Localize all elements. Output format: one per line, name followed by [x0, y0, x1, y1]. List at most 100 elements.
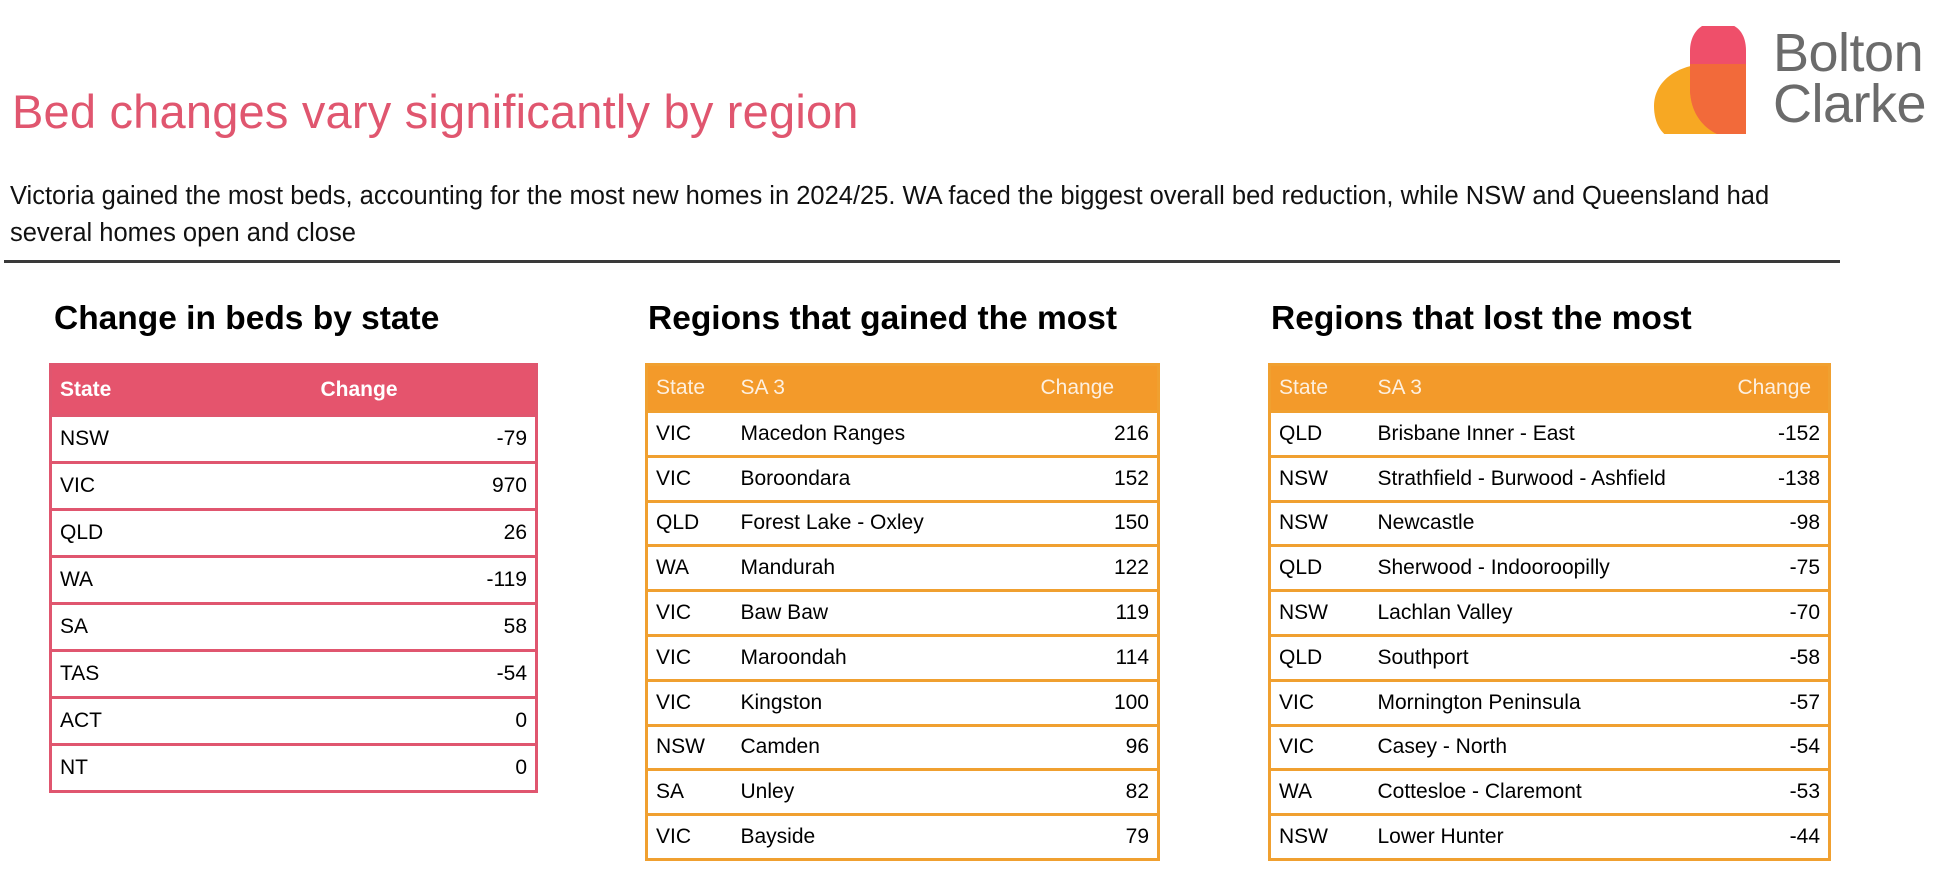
sa3-cell: Mandurah [732, 544, 1033, 591]
table-row: QLD 26 [50, 508, 537, 557]
change-cell: 122 [1032, 544, 1159, 591]
state-cell: QLD [50, 508, 321, 557]
sa3-cell: Macedon Ranges [732, 410, 1033, 457]
regions-gained-table: State SA 3 Change VIC Macedon Ranges 216 VI… [645, 363, 1160, 861]
state-table-heading: Change in beds by state [54, 300, 440, 337]
state-cell: NSW [50, 414, 321, 463]
table-row: SA Unley 82 [646, 768, 1159, 815]
table-header-row: State SA 3 Change [646, 364, 1159, 412]
sa3-cell: Southport [1369, 633, 1730, 681]
table-row: VIC Kingston 100 [646, 678, 1159, 726]
table-row: NSW Camden 96 [646, 723, 1159, 770]
state-cell: WA [50, 555, 321, 604]
state-cell: TAS [50, 649, 321, 698]
sa3-cell: Bayside [732, 813, 1033, 860]
table-row: WA Cottesloe - Claremont -53 [1269, 768, 1830, 815]
change-cell: 970 [320, 461, 537, 510]
state-cell: VIC [50, 461, 321, 510]
sa3-cell: Maroondah [732, 633, 1033, 681]
gained-table-heading: Regions that gained the most [648, 300, 1118, 337]
state-cell: VIC [1269, 678, 1370, 726]
change-cell: -98 [1729, 499, 1830, 546]
table-header-row: State SA 3 Change [1269, 364, 1830, 412]
column-header-sa3: SA 3 [732, 364, 1033, 412]
change-cell: -57 [1729, 678, 1830, 726]
lost-table-heading: Regions that lost the most [1271, 300, 1692, 337]
state-cell: VIC [646, 589, 733, 636]
sa3-cell: Lachlan Valley [1369, 589, 1730, 636]
change-cell: 100 [1032, 678, 1159, 726]
table-row: NSW Lower Hunter -44 [1269, 813, 1830, 860]
state-cell: WA [1269, 768, 1370, 815]
column-header-state: State [1269, 364, 1370, 412]
table-row: NSW -79 [50, 414, 537, 463]
state-cell: WA [646, 544, 733, 591]
table-row: NT 0 [50, 743, 537, 792]
table-row: VIC Maroondah 114 [646, 633, 1159, 681]
sa3-cell: Lower Hunter [1369, 813, 1730, 860]
state-cell: VIC [1269, 723, 1370, 770]
change-cell: 150 [1032, 499, 1159, 546]
state-cell: SA [646, 768, 733, 815]
page-title: Bed changes vary significantly by region [12, 85, 859, 138]
state-cell: VIC [646, 410, 733, 457]
change-cell: -152 [1729, 410, 1830, 457]
change-cell: 58 [320, 602, 537, 651]
sa3-cell: Boroondara [732, 454, 1033, 502]
state-change-table: State Change NSW -79 VIC 970 QLD 26 WA -119 SA 58… [49, 363, 538, 793]
state-cell: VIC [646, 633, 733, 681]
table-row: VIC Bayside 79 [646, 813, 1159, 860]
change-cell: -138 [1729, 454, 1830, 502]
change-cell: 82 [1032, 768, 1159, 815]
header-divider [4, 260, 1840, 263]
sa3-cell: Casey - North [1369, 723, 1730, 770]
change-cell: -58 [1729, 633, 1830, 681]
sa3-cell: Strathfield - Burwood - Ashfield [1369, 454, 1730, 502]
change-cell: -79 [320, 414, 537, 463]
change-cell: -70 [1729, 589, 1830, 636]
change-cell: -54 [1729, 723, 1830, 770]
table-row: QLD Southport -58 [1269, 633, 1830, 681]
table-row: NSW Strathfield - Burwood - Ashfield -138 [1269, 454, 1830, 502]
table-row: QLD Brisbane Inner - East -152 [1269, 410, 1830, 457]
state-cell: NSW [1269, 499, 1370, 546]
sa3-cell: Brisbane Inner - East [1369, 410, 1730, 457]
column-header-state: State [50, 364, 321, 416]
sa3-cell: Mornington Peninsula [1369, 678, 1730, 726]
state-cell: SA [50, 602, 321, 651]
change-cell: 79 [1032, 813, 1159, 860]
table-row: WA -119 [50, 555, 537, 604]
change-cell: 26 [320, 508, 537, 557]
table-row: QLD Forest Lake - Oxley 150 [646, 499, 1159, 546]
regions-lost-table: State SA 3 Change QLD Brisbane Inner - Ea… [1268, 363, 1831, 861]
table-row: VIC Baw Baw 119 [646, 589, 1159, 636]
column-header-change: Change [320, 364, 537, 416]
table-row: VIC 970 [50, 461, 537, 510]
table-row: NSW Lachlan Valley -70 [1269, 589, 1830, 636]
state-cell: NSW [646, 723, 733, 770]
table-row: QLD Sherwood - Indooroopilly -75 [1269, 544, 1830, 591]
column-header-change: Change [1032, 364, 1159, 412]
sa3-cell: Camden [732, 723, 1033, 770]
logo-line-2: Clarke [1773, 74, 1927, 134]
state-cell: NSW [1269, 454, 1370, 502]
column-header-sa3: SA 3 [1369, 364, 1730, 412]
column-header-change: Change [1729, 364, 1830, 412]
state-cell: QLD [646, 499, 733, 546]
change-cell: 96 [1032, 723, 1159, 770]
change-cell: -44 [1729, 813, 1830, 860]
change-cell: 0 [320, 696, 537, 745]
sa3-cell: Unley [732, 768, 1033, 815]
change-cell: -53 [1729, 768, 1830, 815]
sa3-cell: Cottesloe - Claremont [1369, 768, 1730, 815]
state-cell: NT [50, 743, 321, 792]
sa3-cell: Sherwood - Indooroopilly [1369, 544, 1730, 591]
table-row: VIC Mornington Peninsula -57 [1269, 678, 1830, 726]
change-cell: -75 [1729, 544, 1830, 591]
logo-line-1: Bolton [1773, 23, 1924, 83]
state-cell: QLD [1269, 544, 1370, 591]
sa3-cell: Baw Baw [732, 589, 1033, 636]
state-cell: NSW [1269, 813, 1370, 860]
change-cell: 0 [320, 743, 537, 792]
table-header-row: State Change [50, 364, 537, 416]
